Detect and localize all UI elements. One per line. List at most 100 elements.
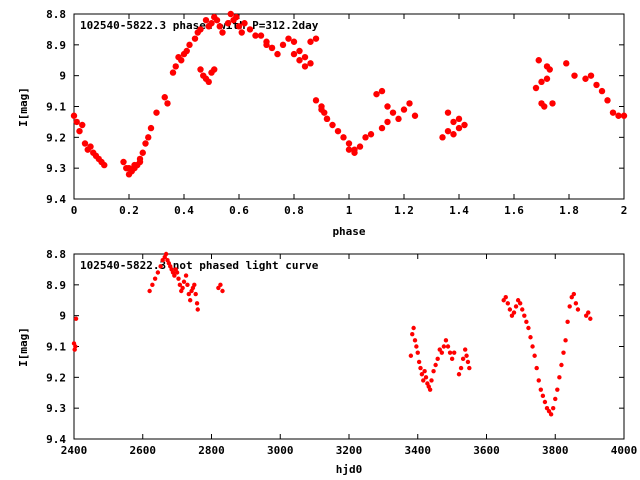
unphased-data-point xyxy=(415,350,420,355)
unphased-x-tick-label: 4000 xyxy=(611,444,638,457)
phased-data-point xyxy=(263,41,270,49)
phased-data-point xyxy=(131,161,138,169)
unphased-data-point xyxy=(416,359,422,365)
unphased-data-point xyxy=(177,282,183,288)
phased-data-point xyxy=(444,109,452,116)
unphased-data-point xyxy=(522,313,527,318)
unphased-data-point xyxy=(180,285,185,291)
phased-data-point xyxy=(356,143,364,150)
unphased-data-point xyxy=(427,387,433,392)
phased-data-point xyxy=(227,10,234,18)
phased-data-point xyxy=(183,47,190,55)
phased-x-tick-label: 1.4 xyxy=(449,204,469,217)
phased-data-point xyxy=(307,38,314,45)
unphased-data-point xyxy=(569,294,574,300)
phased-data-point xyxy=(224,20,232,27)
phased-data-point xyxy=(257,32,265,39)
phased-axis-ticks: 0 0.2 0.4 0.6 0.8 1 1.2 1.4 1.6 1.8 2 8.8 8.9 9 9.1 9.2… xyxy=(46,8,627,217)
phased-data-point xyxy=(400,106,408,113)
phased-data-points xyxy=(70,10,628,178)
unphased-data-point xyxy=(544,405,550,411)
phased-data-point xyxy=(450,131,457,138)
unphased-data-point xyxy=(542,399,548,405)
phased-data-point xyxy=(76,127,83,135)
unphased-data-point xyxy=(435,356,440,362)
unphased-data-point xyxy=(429,378,434,383)
unphased-data-point xyxy=(462,347,468,352)
phased-data-point xyxy=(593,81,600,89)
phased-data-point xyxy=(186,41,193,49)
phased-data-point xyxy=(172,63,179,70)
phased-data-point xyxy=(73,118,80,126)
unphased-data-point xyxy=(513,304,519,309)
unphased-data-point xyxy=(464,353,469,358)
phased-data-point xyxy=(543,75,551,82)
unphased-data-point xyxy=(586,310,591,315)
unphased-title: 102540-5822.3 not phased light curve xyxy=(80,259,319,272)
unphased-y-tick-label: 9.3 xyxy=(46,402,66,415)
phased-data-point xyxy=(620,112,628,119)
unphased-data-point xyxy=(421,378,426,383)
phased-y-tick-label: 9.3 xyxy=(46,162,66,175)
phased-y-tick-label: 8.8 xyxy=(46,8,66,21)
phased-data-point xyxy=(615,112,622,119)
phased-data-point xyxy=(334,127,342,135)
phased-data-point xyxy=(301,53,309,61)
phased-data-point xyxy=(571,72,578,79)
phased-data-point xyxy=(378,124,386,132)
unphased-x-tick-label: 3000 xyxy=(267,444,294,457)
unphased-data-point xyxy=(524,319,529,325)
phased-data-point xyxy=(216,23,223,30)
unphased-data-point xyxy=(460,356,466,362)
unphased-data-point xyxy=(456,372,462,377)
phased-data-point xyxy=(532,84,540,92)
unphased-data-point xyxy=(530,344,535,349)
unphased-x-tick-label: 2600 xyxy=(130,444,157,457)
unphased-data-point xyxy=(449,356,455,362)
unphased-data-point xyxy=(163,251,169,257)
unphased-data-point xyxy=(465,359,471,365)
phased-data-point xyxy=(197,66,204,73)
phased-x-tick-label: 1.2 xyxy=(394,204,414,217)
phased-data-point xyxy=(312,97,320,104)
phased-data-point xyxy=(153,109,160,116)
phased-data-point xyxy=(307,60,314,67)
phased-data-point xyxy=(246,26,254,33)
unphased-data-point xyxy=(411,325,416,331)
phased-x-axis-label: phase xyxy=(332,225,365,238)
unphased-data-point xyxy=(561,350,566,355)
phased-data-point xyxy=(378,87,386,95)
unphased-axis-ticks: 2400 2600 2800 3000 3200 3400 3600 3800 4000 8.8 8… xyxy=(46,248,637,457)
phased-x-tick-label: 1.6 xyxy=(504,204,524,217)
phased-data-point xyxy=(329,121,336,129)
unphased-data-point xyxy=(419,372,425,377)
unphased-y-axis-label: I[mag] xyxy=(17,327,30,367)
unphased-data-point xyxy=(443,338,449,343)
phased-x-tick-label: 0.6 xyxy=(229,204,249,217)
phased-data-point xyxy=(362,134,369,141)
phased-data-point xyxy=(120,158,127,166)
phased-data-point xyxy=(285,35,292,42)
phased-data-point xyxy=(312,35,320,42)
unphased-data-point xyxy=(445,344,451,349)
unphased-data-point xyxy=(557,375,562,380)
phased-data-point xyxy=(161,94,168,101)
unphased-data-point xyxy=(410,331,415,337)
phased-data-point xyxy=(318,103,325,110)
phased-x-tick-label: 0 xyxy=(71,204,78,217)
phased-panel: 102540-5822.3 phased with P=312.2day pha… xyxy=(17,8,627,238)
phased-data-point xyxy=(233,13,240,21)
unphased-y-tick-label: 9 xyxy=(59,310,66,323)
unphased-data-point xyxy=(528,335,533,340)
unphased-data-point xyxy=(218,282,223,288)
phased-data-point xyxy=(296,57,303,64)
unphased-data-point xyxy=(458,365,464,371)
phased-data-point xyxy=(142,140,149,147)
unphased-data-point xyxy=(526,325,531,331)
unphased-data-point xyxy=(158,264,163,269)
phased-data-point xyxy=(197,26,204,33)
unphased-data-point xyxy=(588,316,593,321)
unphased-data-point xyxy=(520,307,525,312)
unphased-data-point xyxy=(418,365,423,371)
unphased-x-tick-label: 3200 xyxy=(336,444,363,457)
